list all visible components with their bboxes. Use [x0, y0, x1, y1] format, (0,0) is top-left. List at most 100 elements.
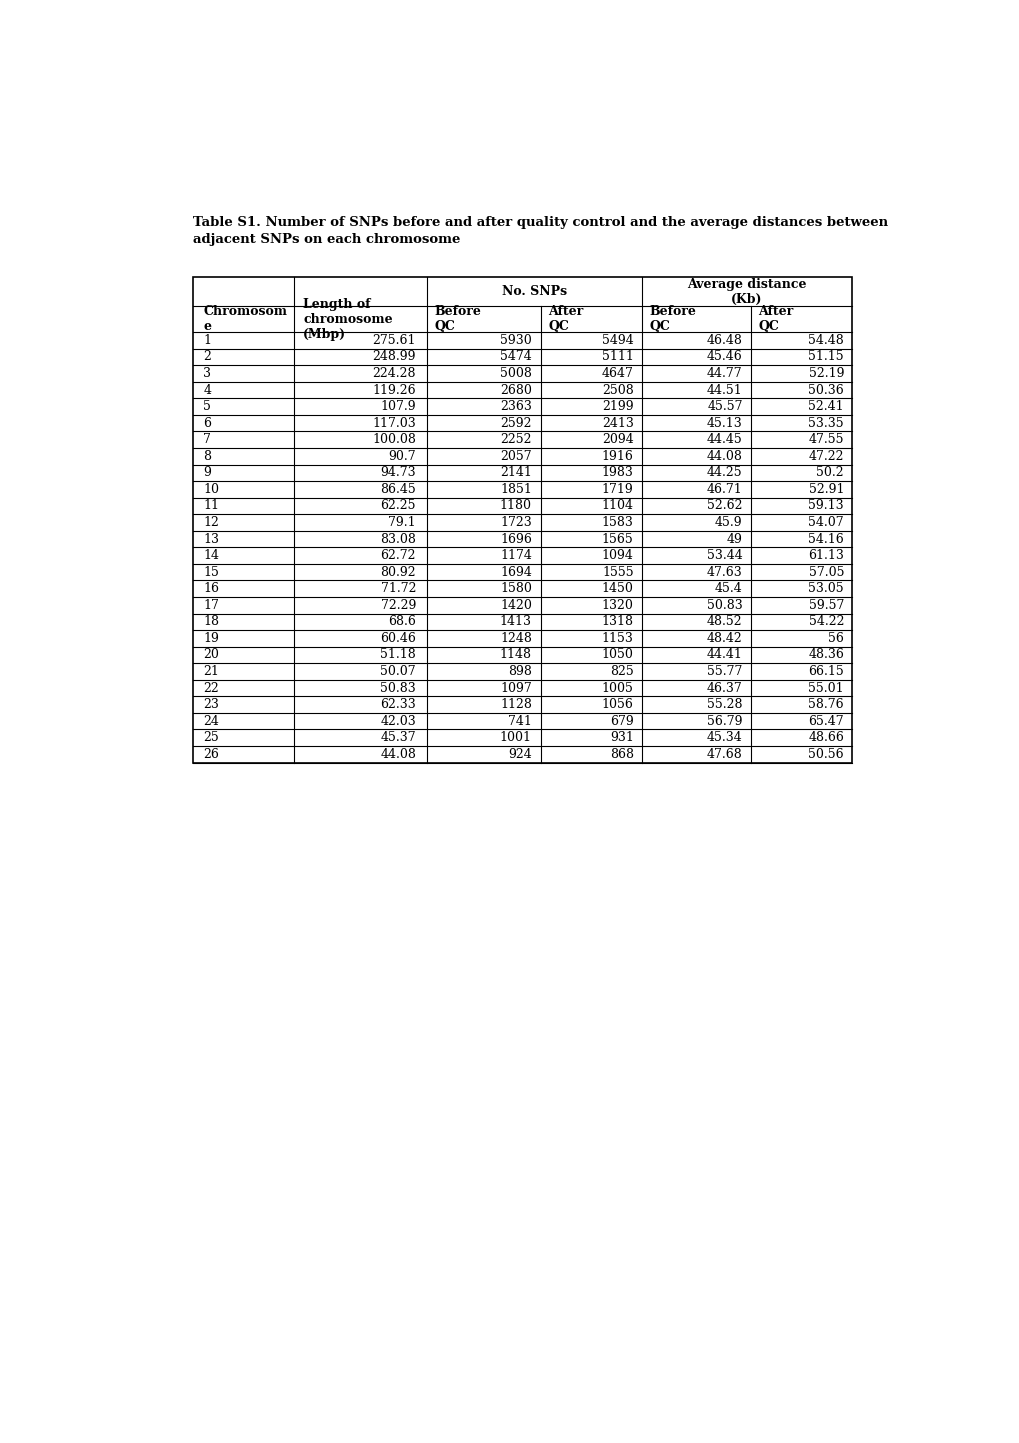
Text: 1001: 1001: [499, 732, 531, 745]
Text: 1148: 1148: [499, 648, 531, 661]
Text: 5474: 5474: [499, 351, 531, 364]
Text: 1097: 1097: [499, 681, 531, 694]
Text: 1248: 1248: [499, 632, 531, 645]
Text: 86.45: 86.45: [380, 483, 416, 496]
Text: 45.37: 45.37: [380, 732, 416, 745]
Text: 62.72: 62.72: [380, 550, 416, 563]
Text: 45.9: 45.9: [714, 517, 742, 530]
Text: 2141: 2141: [499, 466, 531, 479]
Text: 44.45: 44.45: [706, 433, 742, 446]
Text: 45.4: 45.4: [714, 583, 742, 596]
Text: 19: 19: [203, 632, 219, 645]
Text: 45.13: 45.13: [706, 417, 742, 430]
Text: Average distance
(Kb): Average distance (Kb): [687, 277, 806, 306]
Text: 65.47: 65.47: [808, 714, 844, 727]
Text: 679: 679: [609, 714, 633, 727]
Text: 5008: 5008: [499, 367, 531, 380]
Text: 56: 56: [827, 632, 844, 645]
Text: 8: 8: [203, 450, 211, 463]
Text: 46.71: 46.71: [706, 483, 742, 496]
Text: 53.44: 53.44: [706, 550, 742, 563]
Text: 1916: 1916: [601, 450, 633, 463]
Text: After
QC: After QC: [758, 306, 793, 333]
Text: 55.28: 55.28: [706, 698, 742, 711]
Text: 1580: 1580: [499, 583, 531, 596]
Text: 62.33: 62.33: [380, 698, 416, 711]
Text: 25: 25: [203, 732, 219, 745]
Text: 53.35: 53.35: [808, 417, 844, 430]
Text: 24: 24: [203, 714, 219, 727]
Text: 52.41: 52.41: [808, 400, 844, 413]
Text: 48.42: 48.42: [706, 632, 742, 645]
Text: 66.15: 66.15: [807, 665, 844, 678]
Text: 52.91: 52.91: [808, 483, 844, 496]
Text: 50.83: 50.83: [380, 681, 416, 694]
Text: 1694: 1694: [499, 566, 531, 579]
Text: 1555: 1555: [601, 566, 633, 579]
Text: 1104: 1104: [601, 499, 633, 512]
Text: 62.25: 62.25: [380, 499, 416, 512]
Text: 1: 1: [203, 333, 211, 346]
Text: 58.76: 58.76: [808, 698, 844, 711]
Text: 1318: 1318: [601, 615, 633, 628]
Text: 17: 17: [203, 599, 219, 612]
Text: 5111: 5111: [601, 351, 633, 364]
Text: 2252: 2252: [500, 433, 531, 446]
Text: After
QC: After QC: [547, 306, 583, 333]
Text: 50.2: 50.2: [815, 466, 844, 479]
Text: 1174: 1174: [499, 550, 531, 563]
Text: 2592: 2592: [500, 417, 531, 430]
Text: 20: 20: [203, 648, 219, 661]
Text: 54.16: 54.16: [807, 532, 844, 545]
Text: 15: 15: [203, 566, 219, 579]
Text: 47.55: 47.55: [808, 433, 844, 446]
Text: 50.83: 50.83: [706, 599, 742, 612]
Text: 18: 18: [203, 615, 219, 628]
Text: 44.08: 44.08: [380, 747, 416, 760]
Text: 46.37: 46.37: [706, 681, 742, 694]
Text: 45.46: 45.46: [706, 351, 742, 364]
Text: 9: 9: [203, 466, 211, 479]
Text: 3: 3: [203, 367, 211, 380]
Text: 56.79: 56.79: [706, 714, 742, 727]
Text: 2413: 2413: [601, 417, 633, 430]
Text: 54.22: 54.22: [808, 615, 844, 628]
Text: Before
QC: Before QC: [434, 306, 481, 333]
Text: 1056: 1056: [601, 698, 633, 711]
Text: 44.25: 44.25: [706, 466, 742, 479]
Text: 2363: 2363: [499, 400, 531, 413]
Text: 1723: 1723: [499, 517, 531, 530]
Text: 49: 49: [727, 532, 742, 545]
Text: 61.13: 61.13: [807, 550, 844, 563]
Text: Length of
chromosome
(Mbp): Length of chromosome (Mbp): [303, 297, 392, 341]
Text: 51.15: 51.15: [808, 351, 844, 364]
Text: 1851: 1851: [499, 483, 531, 496]
Text: 224.28: 224.28: [372, 367, 416, 380]
Text: 54.07: 54.07: [808, 517, 844, 530]
Text: 59.13: 59.13: [808, 499, 844, 512]
Text: 1094: 1094: [601, 550, 633, 563]
Text: Chromosom
e: Chromosom e: [203, 306, 287, 333]
Text: 12: 12: [203, 517, 219, 530]
Text: 4647: 4647: [601, 367, 633, 380]
Text: 60.46: 60.46: [380, 632, 416, 645]
Text: 50.36: 50.36: [807, 384, 844, 397]
Text: 5930: 5930: [499, 333, 531, 346]
Text: 48.52: 48.52: [706, 615, 742, 628]
Text: 44.08: 44.08: [706, 450, 742, 463]
Text: 21: 21: [203, 665, 219, 678]
Text: 79.1: 79.1: [388, 517, 416, 530]
Text: 2094: 2094: [601, 433, 633, 446]
Text: 44.77: 44.77: [706, 367, 742, 380]
Text: 1420: 1420: [499, 599, 531, 612]
Text: 13: 13: [203, 532, 219, 545]
Text: 14: 14: [203, 550, 219, 563]
Text: 68.6: 68.6: [388, 615, 416, 628]
Text: 1983: 1983: [601, 466, 633, 479]
Text: 23: 23: [203, 698, 219, 711]
Text: 59.57: 59.57: [808, 599, 844, 612]
Text: 1050: 1050: [601, 648, 633, 661]
Text: 1696: 1696: [499, 532, 531, 545]
Text: 47.22: 47.22: [808, 450, 844, 463]
Text: 50.56: 50.56: [808, 747, 844, 760]
